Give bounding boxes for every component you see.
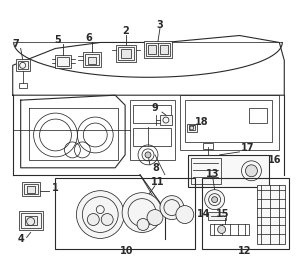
Circle shape <box>190 126 194 130</box>
Text: 13: 13 <box>206 169 219 179</box>
Bar <box>56 178 195 249</box>
Bar <box>208 196 222 204</box>
Bar <box>257 185 285 244</box>
Text: 1: 1 <box>52 183 59 193</box>
Bar <box>191 158 221 184</box>
Bar <box>160 115 172 125</box>
Bar <box>19 211 42 231</box>
Bar <box>25 216 37 226</box>
Bar <box>187 124 197 132</box>
Bar <box>56 55 71 68</box>
Circle shape <box>160 196 184 220</box>
Bar <box>144 41 172 58</box>
Circle shape <box>147 210 163 226</box>
Circle shape <box>76 191 124 238</box>
Text: 12: 12 <box>238 246 251 256</box>
Bar <box>85 54 99 65</box>
Circle shape <box>176 206 194 223</box>
Bar <box>21 212 41 228</box>
Circle shape <box>205 190 225 210</box>
Text: 4: 4 <box>17 234 24 244</box>
Bar <box>88 57 96 64</box>
Bar <box>19 83 27 88</box>
Circle shape <box>246 165 257 177</box>
Bar <box>83 52 101 67</box>
Text: 10: 10 <box>120 246 134 256</box>
Bar <box>24 184 38 194</box>
Text: 7: 7 <box>12 40 19 50</box>
Circle shape <box>212 197 218 203</box>
Text: 2: 2 <box>123 25 129 36</box>
Text: 16: 16 <box>268 155 281 165</box>
Bar <box>16 59 30 71</box>
Bar <box>121 50 131 58</box>
Bar <box>18 61 28 69</box>
Bar <box>208 212 226 220</box>
Text: 6: 6 <box>85 34 92 43</box>
Bar <box>210 223 249 236</box>
Bar <box>133 128 171 146</box>
Text: 17: 17 <box>241 143 254 153</box>
Circle shape <box>101 214 113 226</box>
Bar <box>118 47 134 60</box>
Bar <box>130 100 175 160</box>
Circle shape <box>218 226 226 233</box>
Bar <box>58 57 69 66</box>
Bar <box>133 105 171 123</box>
Text: 9: 9 <box>151 103 158 113</box>
Text: 15: 15 <box>216 209 229 219</box>
Bar <box>180 95 279 150</box>
Text: 3: 3 <box>157 20 163 30</box>
Bar <box>22 182 40 196</box>
Text: 14: 14 <box>197 209 211 219</box>
Bar <box>249 108 267 123</box>
Circle shape <box>137 219 149 231</box>
Text: 5: 5 <box>54 35 61 46</box>
Bar <box>203 143 213 149</box>
Bar <box>146 43 170 56</box>
Bar <box>189 125 195 130</box>
Circle shape <box>87 214 99 226</box>
Text: 18: 18 <box>195 117 208 127</box>
Bar <box>185 100 272 142</box>
Bar <box>188 155 269 187</box>
Bar <box>160 45 168 54</box>
Bar <box>27 186 35 193</box>
Bar <box>148 45 156 54</box>
Text: 11: 11 <box>151 177 165 187</box>
Circle shape <box>122 193 162 232</box>
Circle shape <box>145 152 151 158</box>
Bar <box>116 45 136 62</box>
Bar <box>202 178 289 249</box>
Text: 8: 8 <box>153 163 159 173</box>
